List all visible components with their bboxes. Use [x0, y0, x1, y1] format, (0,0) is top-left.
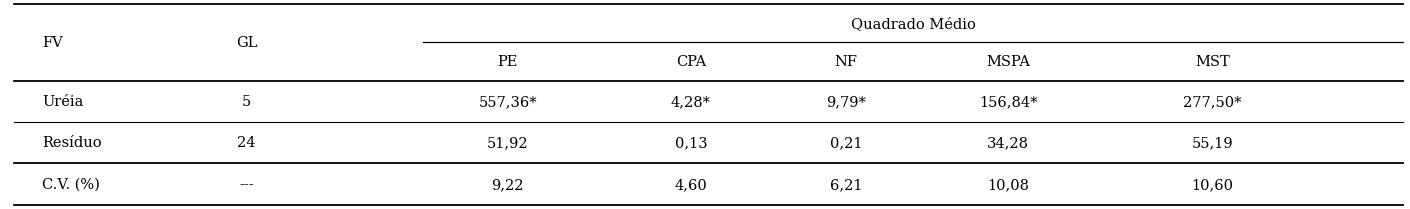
Text: 9,22: 9,22	[491, 178, 525, 192]
Text: Quadrado Médio: Quadrado Médio	[850, 17, 976, 31]
Text: GL: GL	[235, 36, 258, 50]
Text: 6,21: 6,21	[829, 178, 863, 192]
Text: C.V. (%): C.V. (%)	[42, 178, 100, 192]
Text: NF: NF	[835, 55, 857, 69]
Text: 55,19: 55,19	[1191, 136, 1234, 150]
Text: FV: FV	[42, 36, 63, 50]
Text: 277,50*: 277,50*	[1183, 95, 1242, 109]
Text: 4,28*: 4,28*	[671, 95, 711, 109]
Text: 10,08: 10,08	[987, 178, 1029, 192]
Text: 10,60: 10,60	[1191, 178, 1234, 192]
Text: ---: ---	[240, 178, 254, 192]
Text: MST: MST	[1196, 55, 1230, 69]
Text: 4,60: 4,60	[674, 178, 708, 192]
Text: 9,79*: 9,79*	[826, 95, 866, 109]
Text: CPA: CPA	[675, 55, 706, 69]
Text: 557,36*: 557,36*	[478, 95, 537, 109]
Text: 156,84*: 156,84*	[979, 95, 1038, 109]
Text: Resíduo: Resíduo	[42, 136, 102, 150]
Text: 51,92: 51,92	[486, 136, 529, 150]
Text: PE: PE	[498, 55, 517, 69]
Text: 0,21: 0,21	[829, 136, 863, 150]
Text: 0,13: 0,13	[674, 136, 708, 150]
Text: 24: 24	[237, 136, 257, 150]
Text: 34,28: 34,28	[987, 136, 1029, 150]
Text: Uréia: Uréia	[42, 95, 83, 109]
Text: MSPA: MSPA	[986, 55, 1031, 69]
Text: 5: 5	[243, 95, 251, 109]
